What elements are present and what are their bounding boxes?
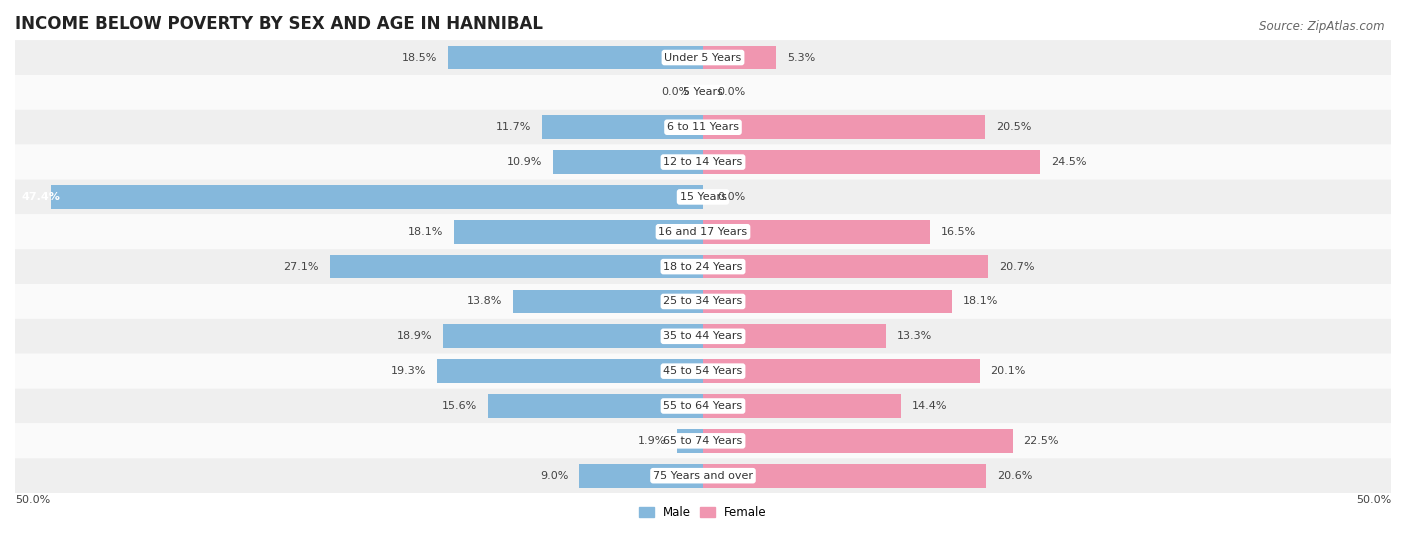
Text: 50.0%: 50.0%	[1355, 495, 1391, 505]
Bar	[437, 359, 703, 383]
Text: 0.0%: 0.0%	[717, 87, 745, 97]
Text: 25 to 34 Years: 25 to 34 Years	[664, 296, 742, 306]
FancyBboxPatch shape	[15, 458, 1391, 493]
Bar	[703, 220, 929, 244]
FancyBboxPatch shape	[15, 145, 1391, 179]
Text: 19.3%: 19.3%	[391, 366, 426, 376]
Text: 24.5%: 24.5%	[1052, 157, 1087, 167]
Bar	[703, 255, 988, 278]
Text: 14.4%: 14.4%	[912, 401, 948, 411]
Text: 18.1%: 18.1%	[408, 227, 443, 237]
Bar	[703, 464, 987, 487]
Bar	[703, 429, 1012, 453]
Text: 6 to 11 Years: 6 to 11 Years	[666, 122, 740, 132]
Text: 12 to 14 Years: 12 to 14 Years	[664, 157, 742, 167]
FancyBboxPatch shape	[15, 423, 1391, 458]
Text: 47.4%: 47.4%	[22, 192, 60, 202]
Text: 11.7%: 11.7%	[496, 122, 531, 132]
Text: 13.8%: 13.8%	[467, 296, 502, 306]
Text: 16 and 17 Years: 16 and 17 Years	[658, 227, 748, 237]
Text: 18.1%: 18.1%	[963, 296, 998, 306]
Text: 22.5%: 22.5%	[1024, 436, 1059, 446]
Bar	[51, 185, 703, 209]
FancyBboxPatch shape	[15, 389, 1391, 423]
Text: 75 Years and over: 75 Years and over	[652, 471, 754, 481]
Legend: Male, Female: Male, Female	[634, 501, 772, 523]
Bar	[703, 150, 1040, 174]
Text: 16.5%: 16.5%	[941, 227, 976, 237]
Text: 55 to 64 Years: 55 to 64 Years	[664, 401, 742, 411]
Text: 10.9%: 10.9%	[506, 157, 541, 167]
Bar	[454, 220, 703, 244]
Text: INCOME BELOW POVERTY BY SEX AND AGE IN HANNIBAL: INCOME BELOW POVERTY BY SEX AND AGE IN H…	[15, 15, 543, 33]
Text: 18.5%: 18.5%	[402, 53, 437, 63]
Text: 1.9%: 1.9%	[637, 436, 666, 446]
Text: Source: ZipAtlas.com: Source: ZipAtlas.com	[1260, 20, 1385, 32]
Text: 45 to 54 Years: 45 to 54 Years	[664, 366, 742, 376]
Text: 15 Years: 15 Years	[679, 192, 727, 202]
Text: 9.0%: 9.0%	[540, 471, 568, 481]
Bar	[443, 324, 703, 348]
Bar	[676, 429, 703, 453]
FancyBboxPatch shape	[15, 110, 1391, 145]
Bar	[703, 46, 776, 69]
Bar	[488, 394, 703, 418]
Text: Under 5 Years: Under 5 Years	[665, 53, 741, 63]
FancyBboxPatch shape	[15, 354, 1391, 389]
Text: 20.1%: 20.1%	[991, 366, 1026, 376]
Text: 20.6%: 20.6%	[997, 471, 1033, 481]
Text: 5 Years: 5 Years	[683, 87, 723, 97]
Text: 27.1%: 27.1%	[284, 262, 319, 272]
Text: 0.0%: 0.0%	[661, 87, 689, 97]
Bar	[703, 359, 980, 383]
Bar	[513, 290, 703, 313]
Bar	[703, 324, 886, 348]
FancyBboxPatch shape	[15, 319, 1391, 354]
Text: 15.6%: 15.6%	[441, 401, 477, 411]
FancyBboxPatch shape	[15, 249, 1391, 284]
Bar	[703, 115, 986, 139]
Text: 65 to 74 Years: 65 to 74 Years	[664, 436, 742, 446]
FancyBboxPatch shape	[15, 284, 1391, 319]
Bar	[330, 255, 703, 278]
Text: 20.5%: 20.5%	[995, 122, 1032, 132]
FancyBboxPatch shape	[15, 179, 1391, 214]
FancyBboxPatch shape	[15, 75, 1391, 110]
Bar	[703, 290, 952, 313]
Bar	[449, 46, 703, 69]
Bar	[541, 115, 703, 139]
Text: 35 to 44 Years: 35 to 44 Years	[664, 331, 742, 342]
Text: 20.7%: 20.7%	[998, 262, 1035, 272]
Text: 18 to 24 Years: 18 to 24 Years	[664, 262, 742, 272]
Text: 0.0%: 0.0%	[717, 192, 745, 202]
Text: 5.3%: 5.3%	[787, 53, 815, 63]
Bar	[579, 464, 703, 487]
Text: 50.0%: 50.0%	[15, 495, 51, 505]
FancyBboxPatch shape	[15, 40, 1391, 75]
Text: 13.3%: 13.3%	[897, 331, 932, 342]
FancyBboxPatch shape	[15, 214, 1391, 249]
Bar	[703, 394, 901, 418]
Bar	[553, 150, 703, 174]
Text: 18.9%: 18.9%	[396, 331, 432, 342]
